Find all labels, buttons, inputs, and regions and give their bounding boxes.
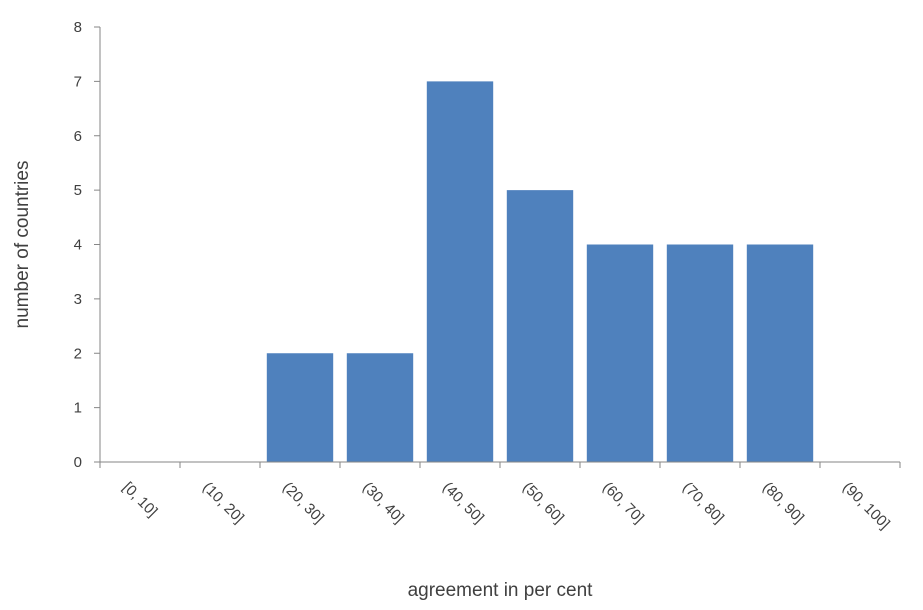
- y-axis-title: number of countries: [12, 161, 33, 329]
- x-tick-label: (30, 40]: [359, 479, 407, 527]
- bar-4: [426, 81, 494, 463]
- axes: [94, 26, 901, 468]
- y-tick-label: 2: [74, 345, 82, 362]
- bar-2: [266, 353, 334, 462]
- bar-5: [506, 190, 574, 463]
- x-tick-label: (60, 70]: [599, 479, 647, 527]
- x-axis-title: agreement in per cent: [408, 580, 594, 601]
- x-tick-label: (90, 100]: [839, 479, 893, 533]
- y-tick-label: 8: [74, 19, 82, 36]
- x-tick-label: (50, 60]: [519, 479, 567, 527]
- x-tick-label: (80, 90]: [759, 479, 807, 527]
- bar-7: [666, 244, 734, 462]
- y-tick-label: 0: [74, 454, 82, 471]
- x-tick-label: [0, 10]: [119, 479, 161, 521]
- x-tick-label: (70, 80]: [679, 479, 727, 527]
- y-tick-label: 3: [74, 291, 82, 308]
- bars: [266, 81, 814, 463]
- y-tick-label: 7: [74, 73, 82, 90]
- y-tick-label: 1: [74, 400, 82, 417]
- bar-3: [346, 353, 414, 462]
- bar-8: [746, 244, 814, 462]
- y-tick-label: 4: [74, 237, 82, 254]
- y-tick-label: 6: [74, 128, 82, 145]
- x-tick-label: (20, 30]: [279, 479, 327, 527]
- x-tick-label: (40, 50]: [439, 479, 487, 527]
- y-tick-label: 5: [74, 182, 82, 199]
- bar-6: [586, 244, 654, 462]
- x-tick-label: (10, 20]: [199, 479, 247, 527]
